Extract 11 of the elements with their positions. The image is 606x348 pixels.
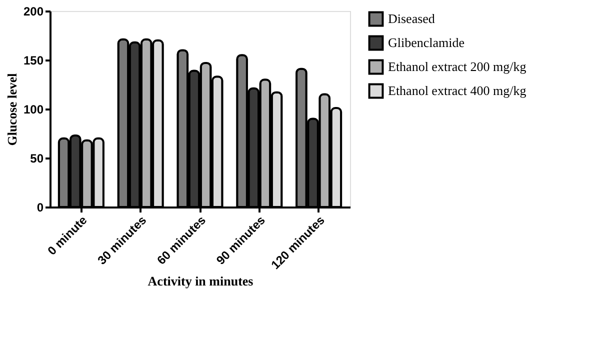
y-axis-title: Glucose level [4, 72, 20, 146]
y-tick-label: 200 [23, 4, 44, 18]
legend-label: Ethanol extract 400 mg/kg [388, 83, 527, 98]
y-tick-label: 100 [23, 102, 44, 116]
x-axis-title: Activity in minutes [148, 273, 254, 288]
y-tick-label: 50 [30, 152, 44, 166]
legend-label: Diseased [388, 11, 436, 26]
y-tick-label: 0 [36, 200, 44, 214]
legend-label: Glibenclamide [388, 35, 465, 50]
legend-label: Ethanol extract 200 mg/kg [388, 59, 527, 74]
y-tick-label: 150 [23, 54, 44, 68]
